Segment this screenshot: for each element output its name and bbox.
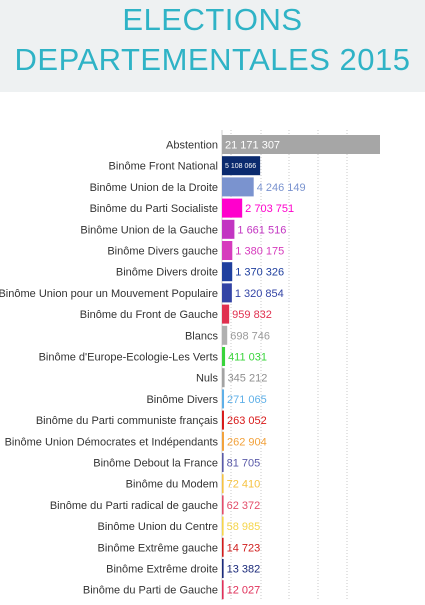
- category-label: Binôme Divers: [146, 394, 218, 406]
- category-label: Binôme Union du Centre: [98, 521, 218, 533]
- category-label: Nuls: [196, 373, 219, 385]
- page-title-line-1: ELECTIONS: [122, 2, 303, 37]
- bar: [222, 262, 233, 282]
- category-label: Binôme Front National: [109, 161, 218, 173]
- bar: [222, 580, 224, 600]
- data-label: 263 052: [227, 415, 267, 427]
- data-label: 262 904: [227, 436, 267, 448]
- data-label: 12 027: [227, 585, 261, 597]
- bar: [222, 474, 224, 494]
- bar: [222, 347, 226, 366]
- data-label: 411 031: [228, 352, 267, 364]
- category-label: Binôme Divers gauche: [107, 246, 218, 258]
- bar: [222, 325, 228, 345]
- bar: [222, 410, 224, 430]
- data-label: 959 832: [232, 309, 272, 321]
- bar: [222, 368, 225, 388]
- header: ELECTIONS DEPARTEMENTALES 2015: [0, 0, 425, 92]
- data-label: 698 746: [230, 330, 270, 342]
- data-label: 1 370 326: [235, 267, 284, 279]
- bar: [222, 283, 232, 303]
- category-label: Binôme du Parti Socialiste: [90, 203, 218, 215]
- bar: [222, 495, 224, 515]
- data-label: 21 171 307: [225, 140, 280, 152]
- data-label: 81 705: [227, 458, 261, 470]
- category-label: Binôme du Modem: [126, 479, 218, 491]
- category-label: Binôme du Parti de Gauche: [83, 585, 218, 597]
- category-label: Binôme Union pour un Mouvement Populaire: [0, 288, 218, 300]
- category-label: Binôme Debout la France: [93, 458, 218, 470]
- category-label: Binôme du Front de Gauche: [80, 309, 218, 321]
- chart-area: Abstention 21 171 307 Binôme Front Nationa…: [0, 92, 425, 600]
- bar: [222, 135, 380, 154]
- bar: [222, 177, 254, 197]
- category-label: Binôme Extrême droite: [106, 564, 218, 576]
- bar-chart: Abstention 21 171 307 Binôme Front Nationa…: [0, 130, 380, 600]
- data-label: 1 320 854: [235, 288, 284, 300]
- bar: [222, 219, 235, 239]
- data-label: 1 661 516: [237, 224, 286, 236]
- bar: [222, 241, 233, 260]
- data-label: 5 108 066: [225, 163, 256, 170]
- page-title-line-2: DEPARTEMENTALES 2015: [14, 42, 411, 77]
- data-label: 14 723: [227, 542, 261, 554]
- category-label: Binôme d'Europe-Ecologie-Les Verts: [39, 352, 219, 364]
- bar: [222, 198, 243, 218]
- bar: [222, 453, 224, 472]
- bar: [222, 559, 224, 578]
- category-label: Binôme Union de la Gauche: [80, 224, 218, 236]
- category-label: Binôme Extrême gauche: [98, 542, 218, 554]
- category-label: Binôme Divers droite: [116, 267, 218, 279]
- bar: [222, 156, 261, 176]
- bar: [222, 304, 230, 324]
- category-label: Blancs: [185, 330, 219, 342]
- bar: [222, 431, 224, 451]
- category-label: Binôme du Parti radical de gauche: [50, 500, 218, 512]
- category-label: Binôme Union de la Droite: [90, 182, 218, 194]
- data-label: 2 703 751: [245, 203, 294, 215]
- data-label: 13 382: [227, 564, 261, 576]
- bar: [222, 516, 224, 536]
- data-label: 4 246 149: [257, 182, 306, 194]
- category-label: Binôme Union Démocrates et Indépendants: [5, 436, 219, 448]
- data-label: 1 380 175: [235, 246, 284, 258]
- category-label: Binôme du Parti communiste français: [36, 415, 219, 427]
- bar: [222, 389, 225, 409]
- data-label: 72 410: [227, 479, 261, 491]
- data-label: 62 372: [227, 500, 261, 512]
- bar: [222, 537, 224, 557]
- data-label: 271 065: [227, 394, 267, 406]
- category-label: Abstention: [166, 140, 218, 152]
- data-label: 58 985: [227, 521, 261, 533]
- data-label: 345 212: [228, 373, 268, 385]
